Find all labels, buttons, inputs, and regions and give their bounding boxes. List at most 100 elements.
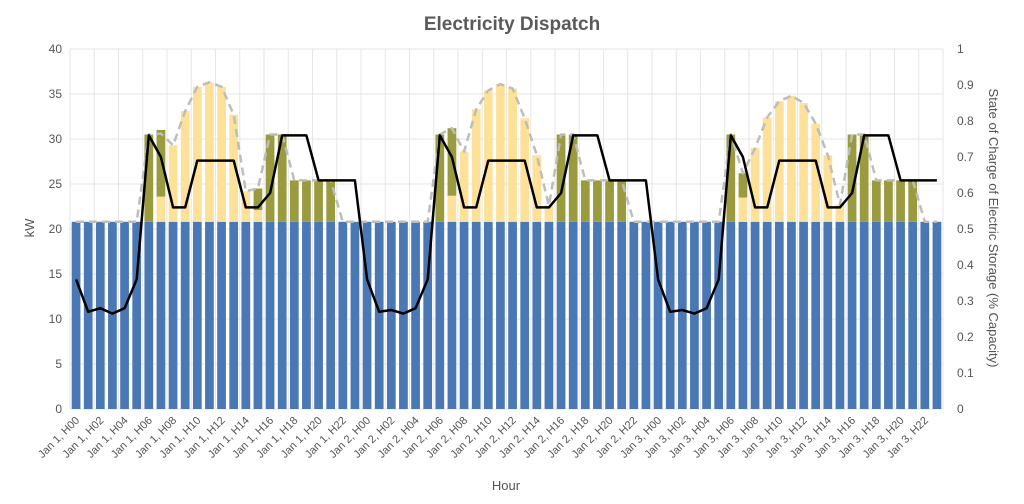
bar-segment-0 — [762, 221, 772, 409]
bar-segment-0 — [568, 221, 578, 409]
bar-segment-0 — [132, 221, 142, 409]
bar-segment-1 — [835, 204, 845, 222]
bar-segment-0 — [556, 221, 566, 409]
y-tick-label: 35 — [49, 87, 63, 101]
bar-segment-1 — [483, 90, 493, 222]
bar-segment-0 — [859, 221, 869, 409]
y-tick-label: 25 — [49, 177, 63, 191]
bar-segment-0 — [253, 221, 263, 409]
bar-segment-0 — [617, 221, 627, 409]
bar-segment-1 — [192, 86, 202, 222]
bar-segment-2 — [144, 134, 154, 222]
bar-segment-1 — [447, 195, 457, 222]
bar-segment-2 — [884, 180, 893, 222]
bar-segment-0 — [120, 221, 129, 409]
bar-segment-1 — [496, 84, 505, 222]
bar-segment-0 — [483, 221, 493, 409]
bar-segment-1 — [787, 95, 796, 222]
bar-segment-0 — [823, 221, 833, 409]
y-tick-label: 40 — [49, 42, 63, 56]
bar-segment-0 — [459, 221, 469, 409]
bar-segment-0 — [471, 221, 481, 409]
bar-segment-0 — [338, 221, 348, 409]
y2-tick-label: 0.4 — [957, 258, 974, 272]
bar-segment-2 — [277, 134, 287, 222]
bar-segment-0 — [932, 221, 942, 409]
bar-segment-0 — [520, 221, 530, 409]
y-tick-label: 10 — [49, 312, 63, 326]
bar-segment-0 — [920, 221, 930, 409]
bar-segment-0 — [653, 221, 663, 409]
bar-segment-0 — [714, 221, 724, 409]
y2-tick-label: 0.3 — [957, 294, 974, 308]
bar-segment-0 — [496, 221, 505, 409]
bar-segment-2 — [326, 180, 336, 222]
bar-segment-1 — [738, 197, 748, 222]
bar-segment-0 — [532, 221, 542, 409]
bar-segment-0 — [374, 221, 384, 409]
bar-segment-0 — [435, 221, 445, 409]
bar-segment-0 — [738, 221, 748, 409]
bar-segment-0 — [217, 221, 226, 409]
bar-segment-0 — [205, 221, 214, 409]
bar-segment-0 — [411, 221, 420, 409]
bar-segment-0 — [605, 221, 614, 409]
bar-segment-2 — [847, 134, 857, 222]
bar-segment-1 — [799, 103, 808, 222]
bar-segment-0 — [580, 221, 590, 409]
bar-segment-0 — [799, 221, 808, 409]
y-tick-label: 20 — [49, 222, 63, 236]
bar-segment-2 — [859, 134, 869, 222]
y2-tick-label: 0.5 — [957, 222, 974, 236]
bar-segment-0 — [508, 221, 517, 409]
bar-segment-1 — [253, 210, 263, 222]
bar-segment-0 — [302, 221, 311, 409]
bar-segment-1 — [750, 148, 760, 222]
bar-segment-0 — [629, 221, 639, 409]
series-lines — [74, 81, 937, 315]
bar-segment-2 — [726, 134, 736, 222]
bar-segment-0 — [787, 221, 796, 409]
bar-segment-2 — [580, 180, 590, 222]
bar-segment-1 — [532, 155, 542, 222]
bar-segment-1 — [811, 123, 821, 222]
bar-segment-0 — [896, 221, 905, 409]
bar-segment-0 — [399, 221, 408, 409]
bar-segment-0 — [108, 221, 117, 409]
y-tick-label: 15 — [49, 267, 63, 281]
y2-axis-label: State of Charge of Electric Storage (% C… — [986, 89, 1001, 368]
y2-tick-label: 0 — [957, 402, 964, 416]
stacked-bars — [71, 82, 942, 409]
y-tick-label: 30 — [49, 132, 63, 146]
bar-segment-1 — [229, 114, 239, 222]
bar-segment-1 — [168, 145, 178, 222]
bar-segment-0 — [156, 221, 166, 409]
bar-segment-0 — [95, 221, 105, 409]
bar-segment-2 — [593, 180, 602, 222]
bar-segment-0 — [811, 221, 821, 409]
bar-segment-0 — [544, 221, 554, 409]
y2-tick-label: 0.9 — [957, 78, 974, 92]
bar-segment-0 — [847, 221, 857, 409]
bar-segment-0 — [835, 221, 845, 409]
bar-segment-2 — [568, 134, 578, 222]
bar-segment-0 — [690, 221, 699, 409]
bar-segment-1 — [459, 151, 469, 222]
bar-segment-0 — [229, 221, 239, 409]
bar-segment-0 — [871, 221, 881, 409]
x-axis-label: Hour — [492, 478, 521, 493]
bar-segment-2 — [871, 180, 881, 222]
bar-segment-2 — [289, 180, 299, 222]
bar-segment-1 — [471, 109, 481, 222]
bar-segment-0 — [180, 221, 190, 409]
bar-segment-0 — [386, 221, 396, 409]
bar-segment-0 — [83, 221, 93, 409]
y2-tick-label: 0.1 — [957, 366, 974, 380]
bar-segment-2 — [617, 180, 627, 222]
bar-segment-1 — [156, 196, 166, 222]
bar-segment-0 — [71, 221, 81, 409]
bar-segment-0 — [665, 221, 675, 409]
bar-segment-0 — [702, 221, 711, 409]
bar-segment-0 — [641, 221, 651, 409]
bar-segment-0 — [326, 221, 336, 409]
